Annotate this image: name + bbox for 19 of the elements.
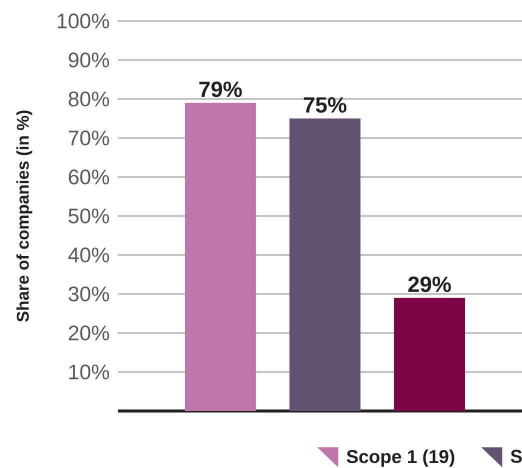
y-tick-label: 20%	[68, 326, 110, 340]
y-tick-label: 60%	[68, 170, 110, 184]
legend-label: Scope 1 (19)	[346, 450, 454, 467]
y-tick-label: 50%	[68, 208, 110, 224]
y-tick-label: 10%	[69, 364, 110, 380]
bar	[289, 118, 360, 411]
y-axis-title: Share of companies (in %)	[16, 110, 32, 322]
data-label: 79%	[199, 82, 242, 98]
y-tick-label: 30%	[68, 286, 110, 302]
y-tick-label: 40%	[68, 248, 110, 262]
y-tick-label: 100%	[58, 14, 110, 28]
bar	[184, 102, 256, 411]
y-tick-label: 70%	[68, 130, 110, 146]
y-tick-label: 80%	[68, 92, 110, 106]
y-tick-label: 90%	[68, 52, 110, 68]
legend-label: S	[510, 450, 522, 463]
data-label: 75%	[304, 97, 346, 113]
bar	[394, 298, 465, 411]
data-label: 29%	[408, 276, 451, 292]
